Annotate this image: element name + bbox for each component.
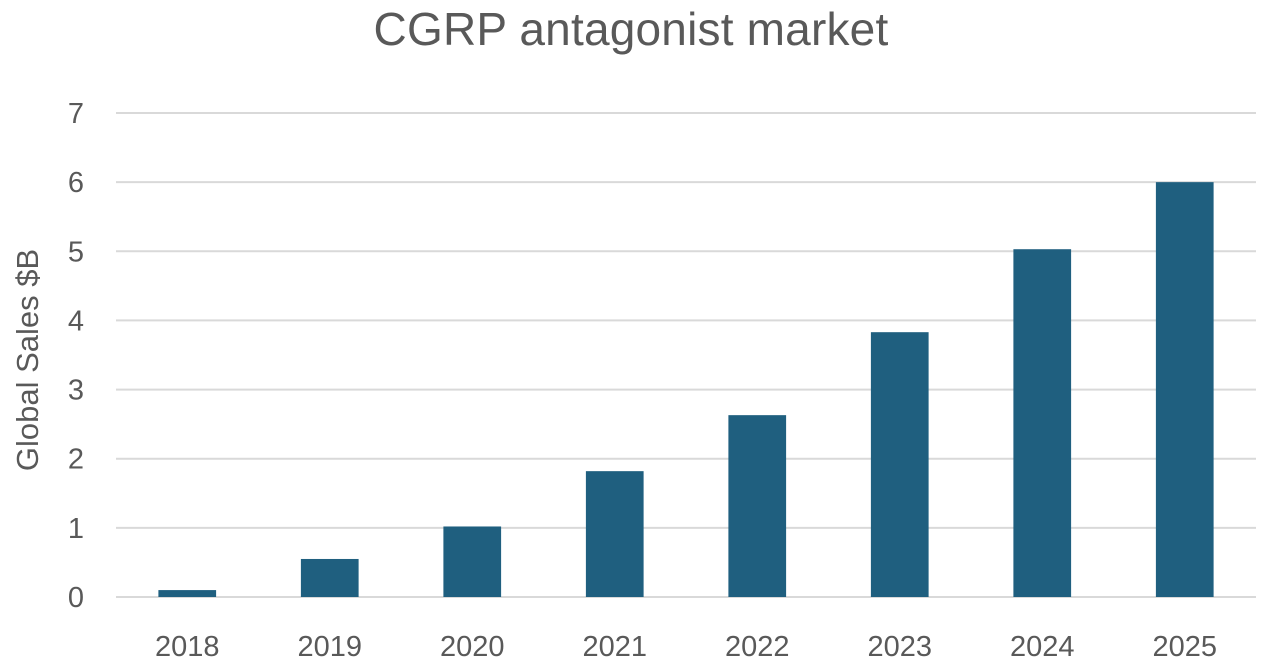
- bar-2021: [585, 471, 644, 597]
- bar-2022: [728, 415, 787, 597]
- x-tick-label: 2021: [582, 631, 647, 662]
- bar-2023: [870, 332, 929, 597]
- x-tick-label: 2025: [1152, 631, 1217, 662]
- y-tick-label: 4: [68, 305, 84, 337]
- y-tick-label: 1: [68, 513, 84, 545]
- gridlines: [116, 112, 1256, 598]
- x-tick-label: 2022: [725, 631, 790, 662]
- y-tick-label: 7: [68, 98, 84, 130]
- y-tick-label: 2: [68, 444, 84, 476]
- x-tick-label: 2023: [867, 631, 932, 662]
- y-tick-label: 3: [68, 375, 84, 407]
- chart-title: CGRP antagonist market: [373, 3, 889, 55]
- x-tick-label: 2019: [297, 631, 362, 662]
- bars: [158, 182, 1214, 597]
- bar-2024: [1013, 249, 1072, 597]
- x-tick-label: 2024: [1010, 631, 1075, 662]
- bar-2018: [158, 590, 217, 597]
- y-tick-label: 0: [68, 582, 84, 614]
- y-axis-ticks: 0 1 2 3 4 5 6 7: [68, 98, 84, 614]
- x-axis-ticks: 2018 2019 2020 2021 2022 2023 2024 2025: [155, 631, 1217, 662]
- y-axis-title: Global Sales $B: [10, 249, 45, 471]
- bar-2025: [1155, 182, 1214, 597]
- x-tick-label: 2020: [440, 631, 505, 662]
- y-tick-label: 5: [68, 236, 84, 268]
- x-tick-label: 2018: [155, 631, 220, 662]
- bar-2020: [443, 526, 502, 597]
- bar-2019: [300, 558, 359, 597]
- y-tick-label: 6: [68, 167, 84, 199]
